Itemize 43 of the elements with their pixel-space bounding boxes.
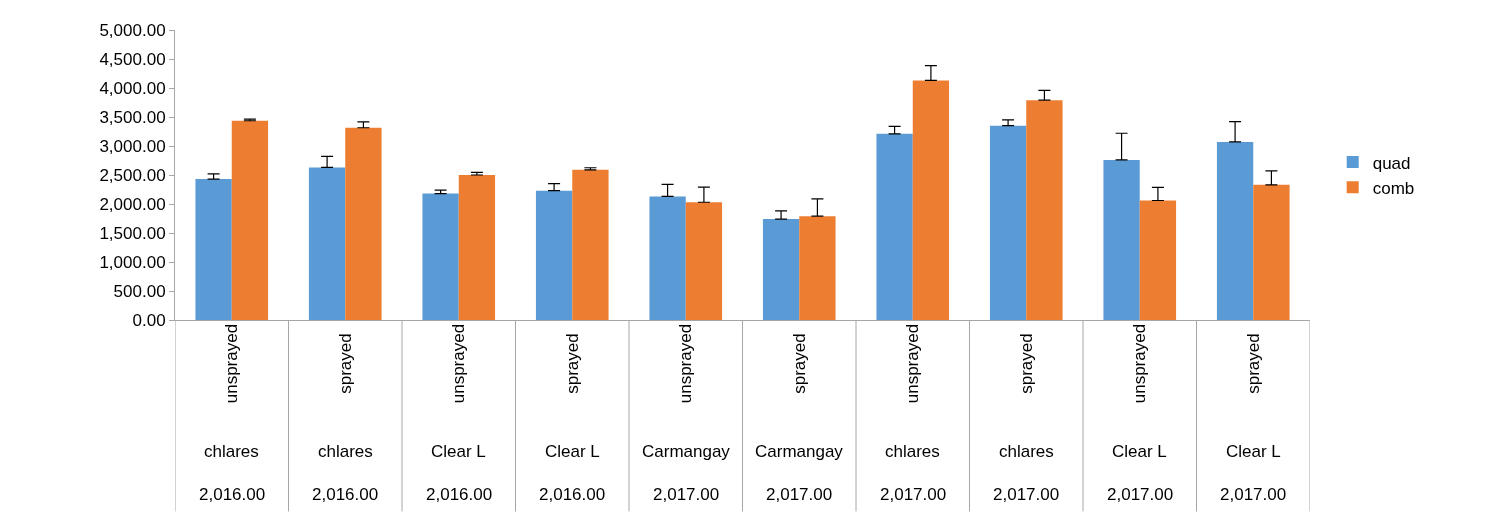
y-tick-label: 3,500.00 <box>99 107 166 127</box>
category-label: sprayed chlares 2,017.00 <box>993 333 1060 504</box>
bar <box>572 169 609 320</box>
bar <box>1103 159 1140 320</box>
category-label: unsprayed Carmangay 2,017.00 <box>642 323 730 504</box>
category-label: unsprayed chlares 2,016.00 <box>199 323 266 504</box>
bar <box>1139 200 1177 320</box>
bar <box>799 216 836 320</box>
category-label: unsprayed chlares 2,017.00 <box>880 323 947 504</box>
y-tick-label: 2,000.00 <box>99 194 166 214</box>
bar <box>345 127 382 320</box>
y-tick-label: 2,500.00 <box>99 165 166 185</box>
y-tick-label: 500.00 <box>113 281 166 301</box>
y-tick-label: 5,000.00 <box>99 20 166 40</box>
y-tick-label: 1,000.00 <box>99 252 166 272</box>
y-tick-label: 3,000.00 <box>99 136 166 156</box>
bar <box>231 120 269 320</box>
bar <box>649 196 686 320</box>
legend-label: comb <box>1372 178 1415 198</box>
category-label: sprayed Clear L 2,017.00 <box>1220 333 1287 504</box>
bar <box>535 190 573 320</box>
bar <box>195 179 232 320</box>
y-tick-label: 4,500.00 <box>99 49 166 69</box>
bar <box>762 219 800 320</box>
bar <box>308 167 346 320</box>
category-label: unsprayed Clear L 2,016.00 <box>426 323 493 504</box>
y-tick-label: 4,000.00 <box>99 78 166 98</box>
category-label: sprayed chlares 2,016.00 <box>312 333 379 504</box>
bar <box>685 202 723 320</box>
legend-label: quad <box>1372 153 1411 173</box>
bar <box>912 80 950 320</box>
bar <box>989 125 1027 320</box>
bar <box>422 193 459 320</box>
bar <box>1253 184 1290 320</box>
bar <box>876 133 913 320</box>
category-label: unsprayed Clear L 2,017.00 <box>1107 323 1174 504</box>
category-label: sprayed Carmangay 2,017.00 <box>755 333 843 504</box>
y-tick-label: 0.00 <box>132 310 166 330</box>
bar <box>1216 141 1254 320</box>
category-label: sprayed Clear L 2,016.00 <box>539 333 606 504</box>
bar <box>458 175 496 320</box>
bar <box>1026 100 1063 320</box>
y-tick-label: 1,500.00 <box>99 223 166 243</box>
